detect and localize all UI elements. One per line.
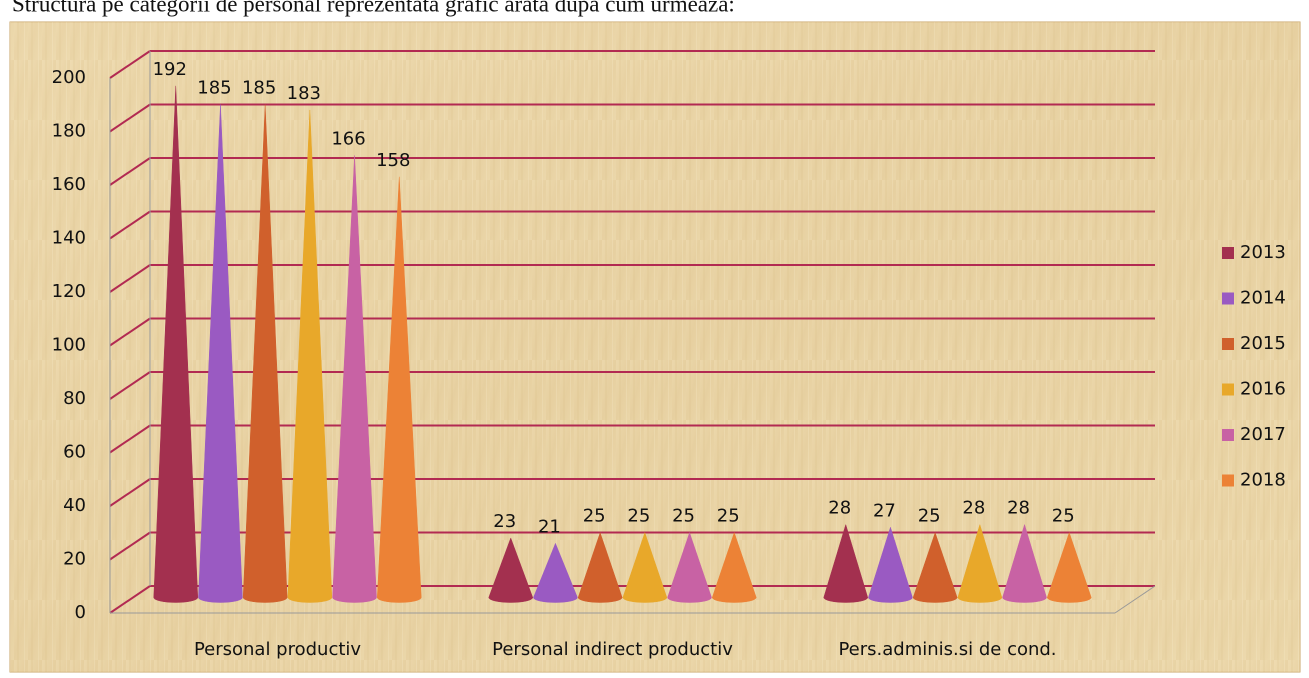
legend-swatch (1222, 474, 1234, 487)
y-tick-label: 20 (63, 549, 86, 570)
data-label: 23 (493, 511, 516, 532)
cone (332, 155, 377, 603)
x-tick-label: Personal indirect productiv (492, 639, 733, 660)
legend-swatch (1222, 247, 1234, 259)
data-label: 25 (717, 506, 740, 527)
grid-line-side (109, 585, 151, 614)
y-tick-label: 160 (52, 174, 86, 195)
legend-label: 2013 (1240, 242, 1286, 263)
grid-line-side (109, 371, 151, 400)
grid-line-side (109, 103, 151, 133)
grid-line-side (109, 317, 151, 347)
data-label: 25 (918, 506, 941, 527)
data-label: 25 (672, 506, 695, 527)
data-label: 28 (1007, 498, 1030, 519)
legend-swatch (1222, 292, 1234, 305)
cone (1002, 523, 1047, 603)
cone (711, 531, 757, 603)
data-label: 27 (873, 500, 896, 521)
caption: Structura pe categorii de personal repre… (12, 0, 735, 16)
cone (287, 109, 333, 603)
y-tick-label: 40 (63, 495, 86, 516)
grid-line-side (109, 264, 151, 293)
grid-line-side (109, 157, 151, 186)
legend-swatch (1222, 429, 1234, 441)
grid-line-side (109, 424, 151, 454)
data-label: 21 (538, 516, 561, 537)
cone (667, 531, 712, 603)
legend-label: 2017 (1240, 424, 1286, 445)
x-tick-label: Pers.adminis.si de cond. (838, 639, 1056, 660)
data-label: 185 (197, 78, 231, 99)
data-label: 25 (627, 506, 650, 527)
data-label: 25 (583, 506, 606, 527)
grid-line-side (109, 478, 151, 507)
cone (957, 523, 1003, 603)
grid-line-side (109, 531, 151, 561)
grid-line-side (109, 50, 151, 79)
cone (622, 531, 668, 603)
cone (198, 104, 243, 603)
grid-line-side (109, 210, 151, 240)
cone (533, 542, 578, 603)
cone (868, 526, 913, 603)
legend-label: 2014 (1240, 288, 1286, 309)
y-tick-label: 60 (63, 442, 86, 463)
legend-swatch (1222, 383, 1234, 396)
y-tick-label: 200 (52, 67, 86, 88)
data-label: 185 (242, 78, 276, 99)
cone (912, 531, 958, 603)
y-tick-label: 0 (75, 602, 86, 623)
data-label: 25 (1052, 506, 1075, 527)
legend-swatch (1222, 338, 1234, 350)
cone (488, 537, 534, 603)
legend-label: 2016 (1240, 379, 1286, 400)
data-label: 28 (828, 498, 851, 519)
data-label: 192 (153, 59, 187, 80)
y-tick-label: 140 (52, 228, 86, 249)
cone (823, 523, 869, 603)
cone (376, 176, 422, 603)
cone (577, 531, 623, 603)
data-label: 158 (376, 150, 410, 171)
legend-label: 2015 (1240, 333, 1286, 354)
y-tick-label: 120 (52, 281, 86, 302)
x-tick-label: Personal productiv (194, 639, 361, 660)
y-tick-label: 100 (52, 335, 86, 356)
floor-right (1114, 585, 1156, 614)
cone (1046, 531, 1092, 603)
data-label: 166 (331, 128, 365, 149)
data-label: 28 (962, 498, 985, 519)
cone (242, 104, 288, 603)
y-tick-label: 180 (52, 121, 86, 142)
cone (153, 85, 199, 603)
legend-label: 2018 (1240, 470, 1286, 491)
y-tick-label: 80 (63, 388, 86, 409)
data-label: 183 (287, 83, 321, 104)
